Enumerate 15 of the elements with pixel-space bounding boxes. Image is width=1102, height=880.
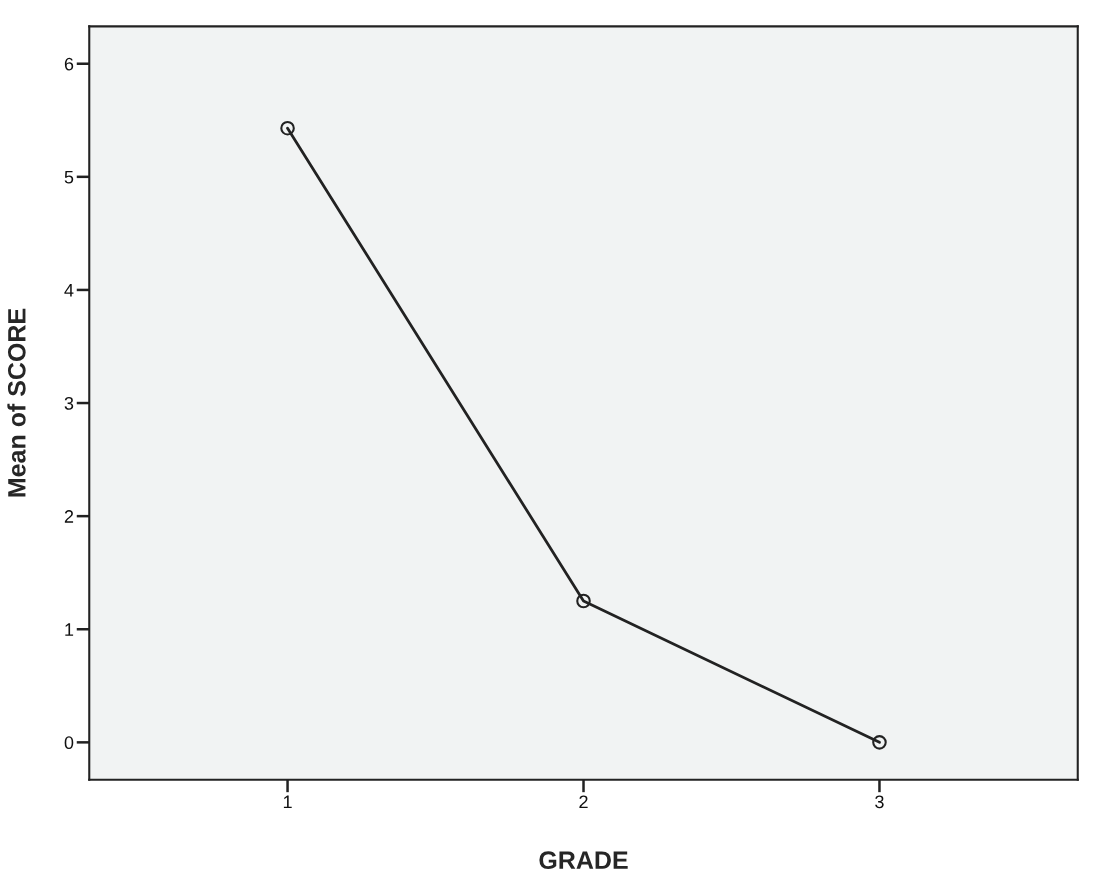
x-tick-label: 1 [283,795,292,809]
point [576,593,591,609]
point [280,120,295,136]
y-tick-label: 2 [64,510,74,523]
x-tick-label: 3 [875,795,884,809]
point [872,735,887,750]
y-tick-label: 5 [64,170,74,184]
y-axis-title: Mean of SCORE [7,308,26,497]
y-tick-label: 4 [64,284,74,297]
y-tick-label: 1 [65,623,74,636]
x-axis-title: GRADE [539,851,628,870]
y-tick-label: 6 [64,57,74,71]
x-tick-label: 2 [579,795,588,809]
y-tick-label: 0 [64,736,74,750]
y-tick-label: 3 [64,396,74,410]
